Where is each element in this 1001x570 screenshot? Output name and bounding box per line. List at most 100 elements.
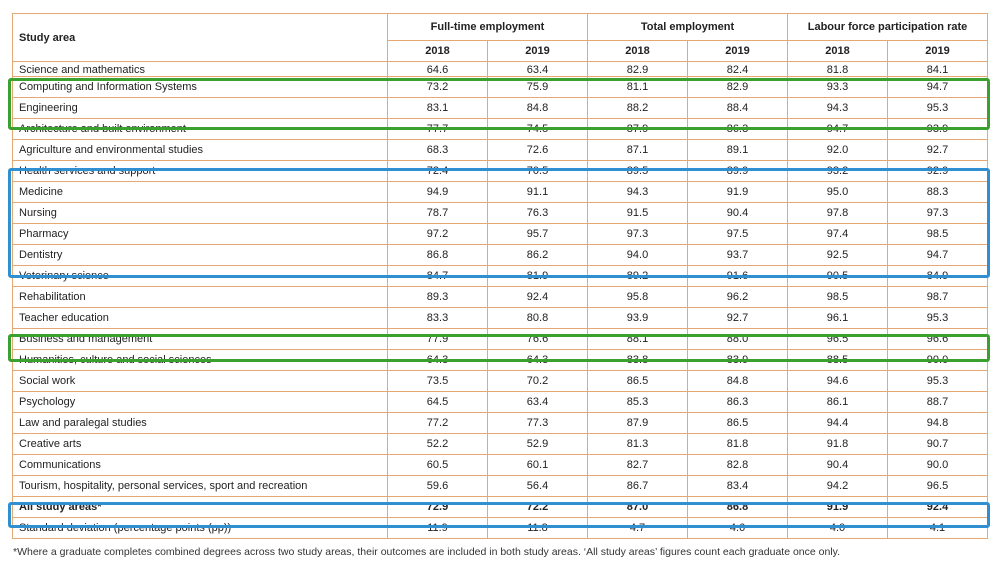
value-cell: 97.3 bbox=[587, 223, 688, 245]
value-cell: 60.5 bbox=[387, 454, 488, 476]
value-cell: 68.3 bbox=[387, 139, 488, 161]
value-cell: 90.7 bbox=[887, 433, 988, 455]
value-cell: 87.0 bbox=[587, 496, 688, 518]
table-row: Humanities, culture and social sciences 6… bbox=[12, 349, 988, 371]
value-cell: 95.3 bbox=[887, 307, 988, 329]
study-area-cell: Rehabilitation bbox=[12, 286, 388, 308]
study-area-cell: Creative arts bbox=[12, 433, 388, 455]
value-cell: 89.5 bbox=[587, 160, 688, 182]
value-cell: 86.5 bbox=[687, 412, 788, 434]
value-cell: 84.1 bbox=[887, 61, 988, 77]
value-cell: 94.9 bbox=[387, 181, 488, 203]
value-cell: 87.9 bbox=[587, 412, 688, 434]
value-cell: 78.7 bbox=[387, 202, 488, 224]
value-cell: 52.2 bbox=[387, 433, 488, 455]
value-cell: 88.4 bbox=[687, 97, 788, 119]
value-cell: 89.3 bbox=[387, 286, 488, 308]
value-cell: 91.9 bbox=[787, 496, 888, 518]
value-cell: 72.6 bbox=[487, 139, 588, 161]
value-cell: 89.9 bbox=[687, 160, 788, 182]
value-cell: 91.9 bbox=[687, 181, 788, 203]
value-cell: 72.4 bbox=[387, 160, 488, 182]
value-cell: 76.6 bbox=[487, 328, 588, 350]
value-cell: 97.5 bbox=[687, 223, 788, 245]
value-cell: 72.2 bbox=[487, 496, 588, 518]
value-cell: 90.5 bbox=[787, 265, 888, 287]
table-row: Science and mathematics 64.6 63.4 82.9 82.4 8… bbox=[12, 61, 988, 77]
value-cell: 75.9 bbox=[487, 76, 588, 98]
value-cell: 87.1 bbox=[587, 139, 688, 161]
study-area-cell: Humanities, culture and social sciences bbox=[12, 349, 388, 371]
value-cell: 82.9 bbox=[687, 76, 788, 98]
value-cell: 95.8 bbox=[587, 286, 688, 308]
value-cell: 82.9 bbox=[587, 61, 688, 77]
value-cell: 86.5 bbox=[587, 370, 688, 392]
value-cell: 98.5 bbox=[887, 223, 988, 245]
value-cell: 95.3 bbox=[887, 97, 988, 119]
value-cell: 94.7 bbox=[887, 76, 988, 98]
study-area-cell: Dentistry bbox=[12, 244, 388, 266]
value-cell: 90.4 bbox=[787, 454, 888, 476]
value-cell: 97.3 bbox=[887, 202, 988, 224]
table-body: Science and mathematics 64.6 63.4 82.9 82.4 8… bbox=[12, 61, 988, 539]
value-cell: 95.3 bbox=[887, 370, 988, 392]
value-cell: 81.8 bbox=[687, 433, 788, 455]
value-cell: 4.0 bbox=[787, 517, 888, 539]
study-area-cell: Medicine bbox=[12, 181, 388, 203]
value-cell: 89.1 bbox=[687, 139, 788, 161]
year-header: 2018 bbox=[587, 40, 688, 62]
value-cell: 94.6 bbox=[787, 370, 888, 392]
table-row: Computing and Information Systems 73.2 75.… bbox=[12, 76, 988, 98]
table-row: Communications 60.5 60.1 82.7 82.8 90.4 90.0 bbox=[12, 454, 988, 476]
value-cell: 81.9 bbox=[487, 265, 588, 287]
value-cell: 4.1 bbox=[887, 517, 988, 539]
value-cell: 77.3 bbox=[487, 412, 588, 434]
value-cell: 73.2 bbox=[387, 76, 488, 98]
value-cell: 96.5 bbox=[887, 475, 988, 497]
value-cell: 97.4 bbox=[787, 223, 888, 245]
table-row: Creative arts 52.2 52.9 81.3 81.8 91.8 90.7 bbox=[12, 433, 988, 455]
value-cell: 4.7 bbox=[587, 517, 688, 539]
study-area-cell: Veterinary science bbox=[12, 265, 388, 287]
value-cell: 90.0 bbox=[887, 349, 988, 371]
value-cell: 86.7 bbox=[587, 475, 688, 497]
value-cell: 94.7 bbox=[787, 118, 888, 140]
value-cell: 11.8 bbox=[487, 517, 588, 539]
value-cell: 94.3 bbox=[587, 181, 688, 203]
value-cell: 88.7 bbox=[887, 391, 988, 413]
value-cell: 91.6 bbox=[687, 265, 788, 287]
table-row: Health services and support 72.4 70.5 89.5 8… bbox=[12, 160, 988, 182]
value-cell: 94.4 bbox=[787, 412, 888, 434]
value-cell: 92.5 bbox=[787, 244, 888, 266]
value-cell: 80.8 bbox=[487, 307, 588, 329]
table-row: Tourism, hospitality, personal services,… bbox=[12, 475, 988, 497]
year-header: 2019 bbox=[887, 40, 988, 62]
value-cell: 63.4 bbox=[487, 391, 588, 413]
value-cell: 81.3 bbox=[587, 433, 688, 455]
value-cell: 92.9 bbox=[887, 160, 988, 182]
table-row: Engineering 83.1 84.8 88.2 88.4 94.3 95.3 bbox=[12, 97, 988, 119]
value-cell: 83.9 bbox=[687, 349, 788, 371]
year-header: 2018 bbox=[787, 40, 888, 62]
value-cell: 95.7 bbox=[487, 223, 588, 245]
value-cell: 94.3 bbox=[787, 97, 888, 119]
table-row: Psychology 64.5 63.4 85.3 86.3 86.1 88.7 bbox=[12, 391, 988, 413]
value-cell: 74.5 bbox=[487, 118, 588, 140]
study-area-cell: Business and management bbox=[12, 328, 388, 350]
table-row: Pharmacy 97.2 95.7 97.3 97.5 97.4 98.5 bbox=[12, 223, 988, 245]
value-cell: 92.7 bbox=[887, 139, 988, 161]
study-area-cell: Science and mathematics bbox=[12, 61, 388, 77]
value-cell: 77.7 bbox=[387, 118, 488, 140]
table-row: Architecture and built environment 77.7 74… bbox=[12, 118, 988, 140]
value-cell: 89.2 bbox=[587, 265, 688, 287]
value-cell: 82.4 bbox=[687, 61, 788, 77]
value-cell: 96.2 bbox=[687, 286, 788, 308]
study-area-cell: Engineering bbox=[12, 97, 388, 119]
value-cell: 86.3 bbox=[687, 391, 788, 413]
value-cell: 88.5 bbox=[787, 349, 888, 371]
study-area-cell: Standard deviation (percentage points (p… bbox=[12, 517, 388, 539]
study-area-cell: Teacher education bbox=[12, 307, 388, 329]
year-header: 2018 bbox=[387, 40, 488, 62]
study-area-cell: Social work bbox=[12, 370, 388, 392]
footnote: *Where a graduate completes combined deg… bbox=[13, 546, 841, 558]
